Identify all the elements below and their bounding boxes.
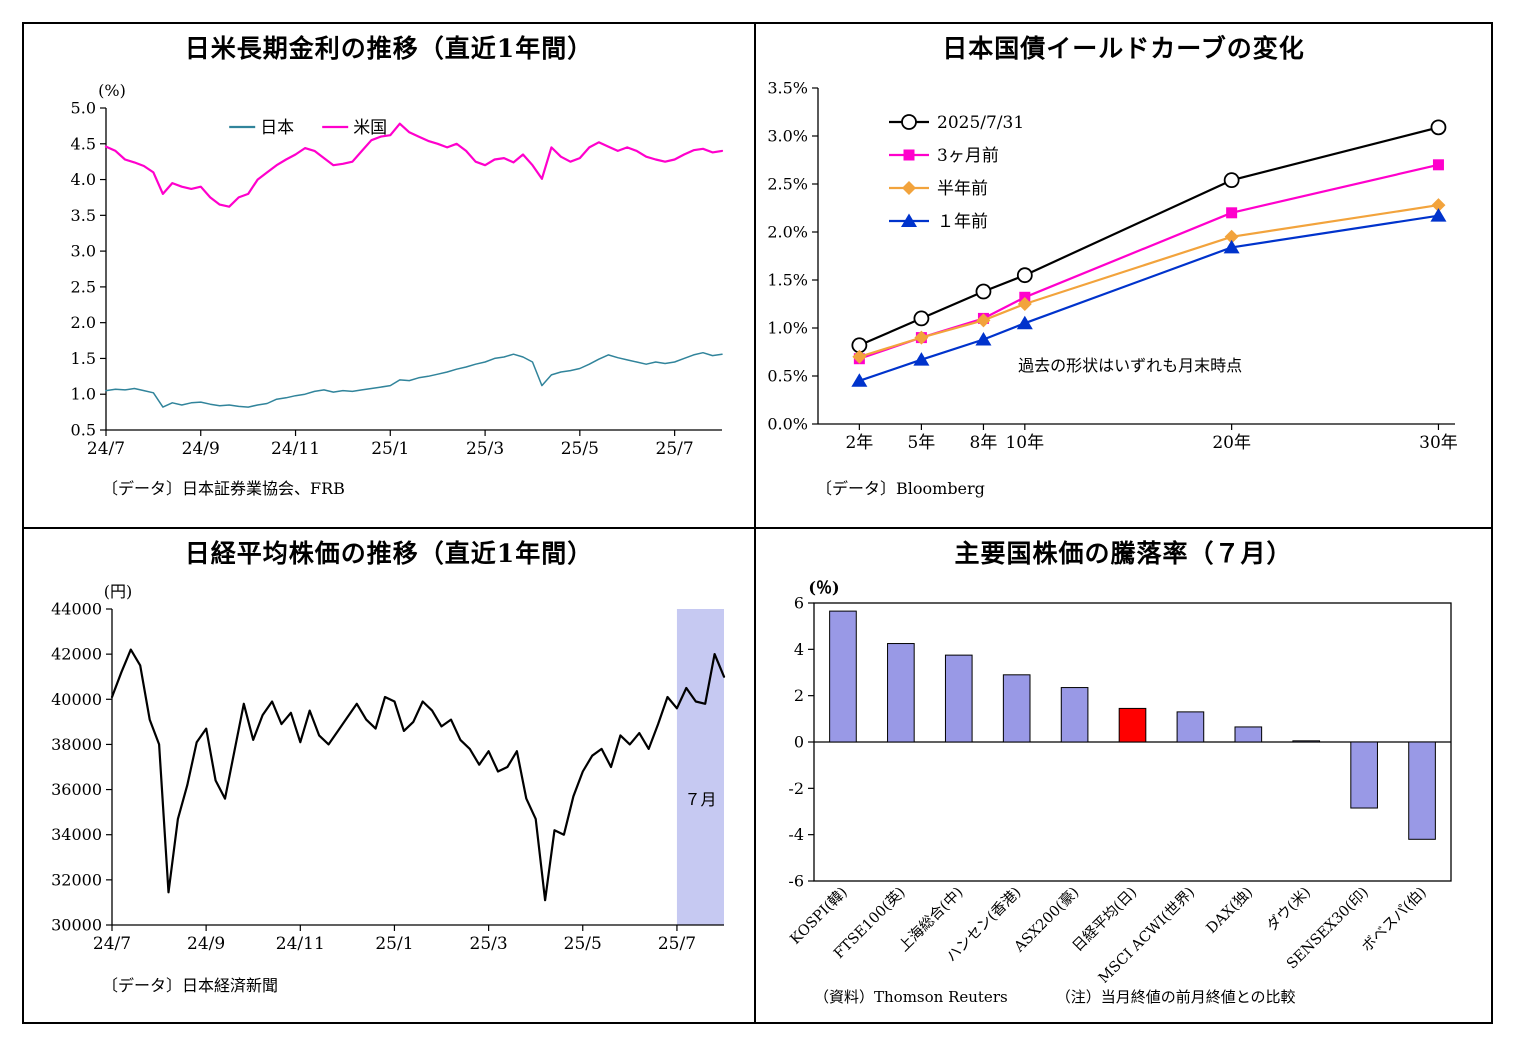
svg-text:24/9: 24/9: [187, 934, 225, 954]
svg-text:3.5%: 3.5%: [767, 79, 808, 98]
svg-text:KOSPI(韓): KOSPI(韓): [787, 884, 851, 948]
source-note-yield-curve: 〔データ〕Bloomberg: [816, 479, 985, 498]
svg-text:米国: 米国: [353, 118, 387, 138]
svg-text:4.5: 4.5: [71, 134, 96, 153]
svg-text:36000: 36000: [51, 780, 102, 799]
source-note-nikkei: 〔データ〕日本経済新聞: [102, 976, 279, 995]
stock-returns-bar-chart: -6-4-20246KOSPI(韓)FTSE100(英)上海総合(中)ハンセン(…: [787, 578, 1452, 987]
svg-text:2.5: 2.5: [71, 277, 96, 296]
nikkei-chart: ７月 30000 32000 34000 36000 38000 40000 42000 440…: [51, 582, 726, 954]
svg-text:10年: 10年: [1005, 433, 1044, 453]
svg-text:24/9: 24/9: [182, 439, 220, 459]
svg-text:25/1: 25/1: [371, 439, 409, 459]
svg-text:3.5: 3.5: [71, 206, 96, 225]
svg-text:30000: 30000: [51, 916, 102, 935]
panel-jp-us-long-term-rates: 日米長期金利の推移（直近1年間） 0.5 1.0 1.5 2.0 2.5 3.0 3.5 4.…: [24, 24, 756, 529]
svg-text:25/5: 25/5: [561, 439, 599, 459]
svg-text:半年前: 半年前: [937, 179, 988, 199]
svg-text:-2: -2: [788, 779, 804, 798]
svg-text:日本: 日本: [260, 118, 294, 138]
svg-text:24/7: 24/7: [87, 439, 125, 459]
svg-text:25/1: 25/1: [375, 934, 413, 954]
jp-us-rates-chart: 0.5 1.0 1.5 2.0 2.5 3.0 3.5 4.0 4.5 5.0 24/7 24/9 24…: [71, 81, 724, 459]
svg-text:32000: 32000: [51, 870, 102, 889]
svg-text:1.0%: 1.0%: [767, 319, 808, 338]
panel-country-stock-returns: 主要国株価の騰落率（７月） -6 -4 -2 0 2 4 6 KOSPI(韓) FTSE100(…: [756, 529, 1491, 1022]
svg-text:0.5: 0.5: [71, 421, 96, 440]
svg-text:-6: -6: [788, 872, 804, 891]
svg-text:2.0%: 2.0%: [767, 223, 808, 242]
svg-text:(％): (％): [808, 578, 839, 597]
svg-text:24/11: 24/11: [276, 934, 325, 954]
svg-text:DAX(独): DAX(独): [1203, 884, 1256, 937]
svg-text:2年: 2年: [845, 433, 873, 453]
source-note-jp-us-rates: 〔データ〕日本証券業協会、FRB: [102, 479, 345, 498]
panel-jgb-yield-curve: 日本国債イールドカーブの変化 0.0% 0.5% 1.0% 1.5% 2.0% 2.5% 3…: [756, 24, 1491, 529]
svg-text:1.5%: 1.5%: [767, 271, 808, 290]
svg-text:MSCI ACWI(世界): MSCI ACWI(世界): [1095, 884, 1198, 983]
svg-text:34000: 34000: [51, 825, 102, 844]
svg-text:７月: ７月: [684, 790, 716, 809]
svg-text:過去の形状はいずれも月末時点: 過去の形状はいずれも月末時点: [1018, 356, 1242, 375]
svg-text:25/7: 25/7: [656, 439, 694, 459]
svg-text:5年: 5年: [907, 433, 935, 453]
svg-text:6: 6: [794, 594, 804, 613]
svg-text:44000: 44000: [51, 600, 102, 619]
figure-grid: 日米長期金利の推移（直近1年間） 0.5 1.0 1.5 2.0 2.5 3.0 3.5 4.…: [22, 22, 1493, 1024]
svg-text:2: 2: [794, 686, 804, 705]
svg-text:-4: -4: [788, 825, 804, 844]
svg-text:40000: 40000: [51, 690, 102, 709]
svg-text:(%): (%): [98, 81, 126, 100]
svg-text:0.0%: 0.0%: [767, 415, 808, 434]
svg-text:38000: 38000: [51, 735, 102, 754]
svg-text:１年前: １年前: [937, 212, 988, 232]
chart-title-jp-us-rates: 日米長期金利の推移（直近1年間）: [184, 34, 594, 63]
svg-text:24/11: 24/11: [271, 439, 320, 459]
svg-text:25/5: 25/5: [564, 934, 602, 954]
svg-text:20年: 20年: [1212, 433, 1251, 453]
svg-text:25/3: 25/3: [466, 439, 504, 459]
svg-text:25/7: 25/7: [658, 934, 696, 954]
jgb-yield-curve-chart: 0.0% 0.5% 1.0% 1.5% 2.0% 2.5% 3.0% 3.5% 2年 5年 8年 10…: [767, 79, 1458, 454]
svg-text:8年: 8年: [970, 433, 998, 453]
svg-text:42000: 42000: [51, 645, 102, 664]
svg-text:3.0%: 3.0%: [767, 127, 808, 146]
svg-text:30年: 30年: [1419, 433, 1458, 453]
chart-title-yield-curve: 日本国債イールドカーブの変化: [942, 34, 1305, 63]
chart-title-stock-returns: 主要国株価の騰落率（７月）: [954, 539, 1293, 568]
svg-text:(円): (円): [104, 582, 133, 601]
svg-text:3.0: 3.0: [71, 242, 96, 261]
svg-text:1.5: 1.5: [71, 349, 96, 368]
svg-text:1.0: 1.0: [71, 385, 96, 404]
footnotes-stock-returns: （資料）Thomson Reuters （注）当月終値の前月終値との比較: [756, 987, 1491, 1007]
panel-nikkei-average: 日経平均株価の推移（直近1年間） ７月 30000 32000 34000 36000 3…: [24, 529, 756, 1022]
chart-title-nikkei: 日経平均株価の推移（直近1年間）: [184, 539, 594, 568]
svg-text:25/3: 25/3: [470, 934, 508, 954]
svg-text:0: 0: [794, 733, 804, 752]
method-note-stock-returns: （注）当月終値の前月終値との比較: [1055, 988, 1296, 1006]
svg-text:4.0: 4.0: [71, 170, 96, 189]
svg-text:ダウ(米): ダウ(米): [1263, 884, 1314, 935]
svg-text:2.0: 2.0: [71, 313, 96, 332]
svg-text:2025/7/31: 2025/7/31: [937, 113, 1024, 133]
svg-text:0.5%: 0.5%: [767, 367, 808, 386]
svg-text:3ヶ月前: 3ヶ月前: [937, 146, 999, 166]
source-note-stock-returns: （資料）Thomson Reuters: [814, 988, 1008, 1006]
svg-text:24/7: 24/7: [93, 934, 131, 954]
svg-text:4: 4: [794, 640, 804, 659]
svg-text:2.5%: 2.5%: [767, 175, 808, 194]
svg-text:5.0: 5.0: [71, 99, 96, 118]
